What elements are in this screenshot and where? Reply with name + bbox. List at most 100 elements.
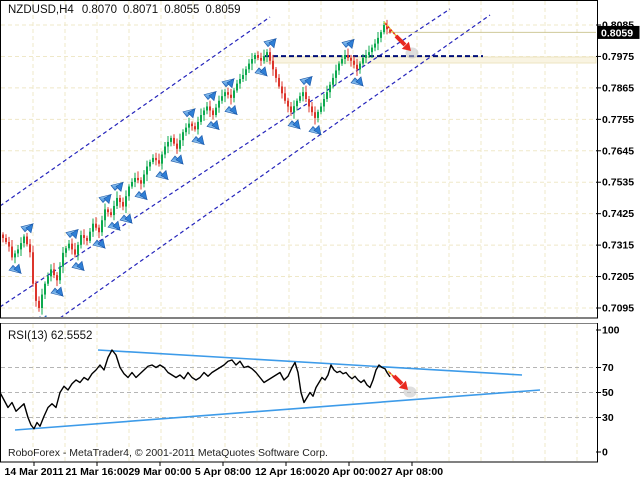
time-axis-label: 21 Mar 16:00 [65,466,128,478]
candle [92,223,94,232]
grid-layer [1,1,596,461]
candle [335,70,337,78]
rsi-axis-label: 70 [602,362,614,374]
candle [107,209,109,213]
fractal-up-icon [203,91,217,102]
trend-channel-line [1,8,451,308]
candle [230,94,232,98]
price-axis-label: 0.7535 [602,177,634,189]
time-axis[interactable]: 14 Mar 2011 21 Mar 16:00 29 Mar 00:00 5 Apr… [5,462,444,479]
fractal-down-icon [92,238,106,249]
candle [104,209,106,221]
time-axis-label: 27 Apr 08:00 [381,466,443,478]
rsi-axis-label: 100 [602,325,620,337]
quote-low: 0.8055 [164,4,199,16]
candle [305,92,307,100]
candle [173,137,175,144]
highlight-band [264,56,597,64]
price-axis-label: 0.7645 [602,145,634,157]
candle [98,227,100,233]
main-chart-panel[interactable] [0,0,598,319]
candle [350,57,352,61]
fractal-down-icon [134,189,148,201]
fractal-down-icon [287,119,301,130]
candle [44,283,46,295]
candle [329,84,331,93]
candle [176,143,178,149]
candle [23,236,25,244]
candle [119,197,121,202]
candle [170,137,172,142]
candle [62,252,64,267]
fractal-down-icon [107,220,121,231]
candle [200,115,202,122]
fractal-down-icon [308,124,322,136]
candle [257,55,259,58]
copyright-text: RoboForex - MetaTrader4, © 2001-2011 Met… [8,447,328,459]
rsi-axis[interactable]: 100 70 50 30 0 [596,325,620,459]
candle [188,123,190,128]
candle [374,43,376,48]
rsi-level-lines [1,367,596,418]
candle [194,126,196,130]
fractal-down-icon [39,314,47,317]
fractal-down-icon [206,119,220,131]
candle [380,32,382,38]
candle [47,276,49,284]
candle [209,106,211,111]
fractal-down-icon [224,104,238,116]
candle [41,294,43,308]
candle [353,60,355,65]
candle [158,160,160,164]
time-axis-label: 14 Mar 2011 [5,466,64,478]
fractal-down-icon [155,169,169,181]
panel-splitter[interactable] [1,318,597,324]
candle [338,63,340,71]
fractal-down-icon [50,286,64,297]
candle [287,100,289,107]
candle [35,283,37,301]
candle [146,166,148,175]
candle [191,123,193,127]
candle [347,55,349,58]
candle [242,75,244,80]
candle [182,132,184,141]
fractal-down-icon [170,154,184,165]
symbol-period-label: NZDUSD,H4 [8,4,74,16]
price-axis-label: 0.7315 [602,240,634,252]
candle [251,59,253,64]
candle [80,235,82,245]
time-axis-label: 5 Apr 08:00 [195,466,251,478]
fractal-up-icon [341,38,355,50]
candle [248,63,250,70]
trend-channel-line [1,16,271,207]
candle [38,300,40,308]
candle [71,243,73,250]
candle [362,57,364,64]
candle [368,52,370,56]
candle [32,252,34,284]
candle [359,63,361,70]
candle [65,248,67,253]
candle [365,55,367,58]
candle [110,212,112,216]
candle [29,244,31,253]
current-price-badge [597,25,640,39]
candle [128,186,130,197]
price-axis[interactable]: 0.80850.79750.78650.77550.76450.75350.74… [596,20,640,315]
fractal-up-icon [263,38,277,49]
candle [218,100,220,108]
candle [275,69,277,78]
candle [224,92,226,97]
trend-channel-line [60,14,491,317]
price-axis-label: 0.7205 [602,271,634,283]
rsi-line-series [1,349,391,430]
fractal-up-icon [221,78,235,89]
fractal-down-icon [71,260,85,272]
time-axis-label: 20 Apr 00:00 [318,466,380,478]
candle [149,161,151,167]
candle [296,100,298,107]
candle [245,69,247,76]
